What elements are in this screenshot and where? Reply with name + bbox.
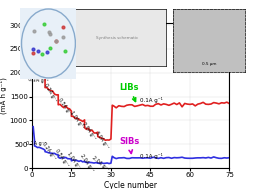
Text: 0.1A g⁻¹: 0.1A g⁻¹ — [26, 141, 46, 146]
Text: 2.0A g⁻¹: 2.0A g⁻¹ — [91, 155, 109, 172]
Text: 1.0A g⁻¹: 1.0A g⁻¹ — [66, 151, 82, 170]
Text: 0.1A g⁻¹: 0.1A g⁻¹ — [28, 77, 49, 83]
Text: 0.1A g⁻¹: 0.1A g⁻¹ — [139, 153, 162, 159]
Text: 0.1A g⁻¹: 0.1A g⁻¹ — [139, 97, 162, 103]
Text: Synthesis schematic: Synthesis schematic — [96, 36, 138, 40]
Text: 0.2A g⁻¹: 0.2A g⁻¹ — [41, 141, 57, 161]
Text: 2.0A g⁻¹: 2.0A g⁻¹ — [80, 121, 96, 140]
Text: 2.0A g⁻¹: 2.0A g⁻¹ — [79, 153, 95, 172]
Text: 0.5A g⁻¹: 0.5A g⁻¹ — [54, 148, 70, 167]
Text: LIBs: LIBs — [119, 83, 139, 101]
Text: 0.5A g⁻¹: 0.5A g⁻¹ — [57, 97, 72, 117]
Text: 3.0A g⁻¹: 3.0A g⁻¹ — [93, 130, 109, 149]
X-axis label: Cycle number: Cycle number — [104, 181, 156, 189]
Y-axis label: Specific capacity
(mA h g⁻¹): Specific capacity (mA h g⁻¹) — [0, 66, 7, 125]
Text: 1.0A g⁻¹: 1.0A g⁻¹ — [69, 110, 84, 130]
Text: 0.2A g⁻¹: 0.2A g⁻¹ — [43, 83, 57, 103]
Text: 0.5 μm: 0.5 μm — [201, 62, 215, 66]
Text: SIBs: SIBs — [119, 137, 139, 153]
